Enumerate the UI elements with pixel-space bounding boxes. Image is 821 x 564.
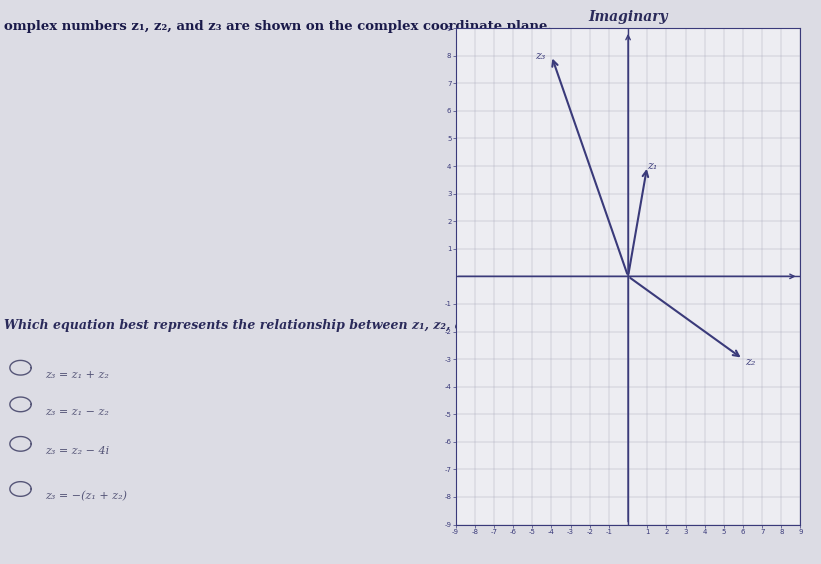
Text: z₃ = z₁ + z₂: z₃ = z₁ + z₂: [45, 370, 109, 380]
Title: Imaginary: Imaginary: [589, 10, 667, 24]
Text: z₃ = −(z₁ + z₂): z₃ = −(z₁ + z₂): [45, 491, 127, 501]
Text: z₁: z₁: [647, 161, 657, 171]
Text: Which equation best represents the relationship between z₁, z₂, and z₃?: Which equation best represents the relat…: [4, 319, 505, 332]
Text: z₃ = z₁ − z₂: z₃ = z₁ − z₂: [45, 407, 109, 417]
Text: z₂: z₂: [745, 357, 756, 367]
Text: omplex numbers z₁, z₂, and z₃ are shown on the complex coordinate plane.: omplex numbers z₁, z₂, and z₃ are shown …: [4, 20, 553, 33]
Text: z₃ = z₂ − 4i: z₃ = z₂ − 4i: [45, 446, 109, 456]
Text: z₃: z₃: [534, 51, 545, 61]
